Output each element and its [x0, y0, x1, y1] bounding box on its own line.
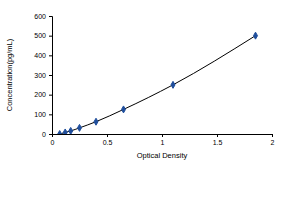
tick: 500: [34, 32, 52, 39]
chart: 0 0.5 1 1.5 2 0 100 200 300 400 500 600 Optical Dens…: [0, 0, 300, 200]
tick-mark: [217, 134, 218, 137]
tick: 0: [42, 131, 52, 138]
point: [63, 129, 67, 134]
tick: 300: [34, 72, 52, 79]
tick-mark: [272, 134, 273, 137]
tick-label: 1.5: [213, 139, 223, 146]
tick: 1.5: [213, 134, 223, 146]
tick-label: 100: [34, 111, 46, 118]
point: [94, 118, 98, 125]
x-axis-title: Optical Density: [137, 151, 188, 160]
fit-line: [60, 36, 256, 134]
y-axis-line: [49, 17, 53, 135]
plot: 0 0.5 1 1.5 2 0 100 200 300 400 500 600: [34, 13, 274, 146]
tick-mark: [107, 134, 108, 137]
tick: 1: [161, 134, 165, 146]
point: [77, 124, 81, 131]
tick-mark: [49, 16, 52, 17]
tick-label: 200: [34, 91, 46, 98]
tick-label: 1: [161, 139, 165, 146]
point: [253, 32, 257, 39]
point: [69, 127, 73, 134]
x-axis-line: [53, 135, 273, 138]
point: [171, 81, 175, 88]
tick: 2: [271, 134, 275, 146]
tick: 0.5: [103, 134, 113, 146]
tick-mark: [49, 95, 52, 96]
tick-label: 400: [34, 52, 46, 59]
tick-label: 2: [271, 139, 275, 146]
tick: 100: [34, 111, 52, 118]
tick: 200: [34, 91, 52, 98]
tick: 0: [51, 134, 55, 146]
tick-label: 300: [34, 72, 46, 79]
point: [121, 106, 125, 113]
tick-mark: [49, 75, 52, 76]
y-axis: 0 100 200 300 400 500 600: [34, 13, 52, 138]
tick-label: 600: [34, 13, 46, 20]
tick-mark: [49, 114, 52, 115]
tick-label: 0.5: [103, 139, 113, 146]
tick-label: 500: [34, 32, 46, 39]
tick-mark: [49, 55, 52, 56]
tick: 600: [34, 13, 52, 20]
marks: [58, 32, 258, 134]
tick-mark: [49, 134, 52, 135]
tick-label: 0: [51, 139, 55, 146]
y-axis-title: Concentration(pg/mL): [5, 38, 14, 111]
point: [58, 131, 62, 134]
tick-mark: [49, 36, 52, 37]
tick-mark: [162, 134, 163, 137]
tick-label: 0: [42, 131, 46, 138]
x-axis: 0 0.5 1 1.5 2: [51, 134, 275, 146]
tick: 400: [34, 52, 52, 59]
